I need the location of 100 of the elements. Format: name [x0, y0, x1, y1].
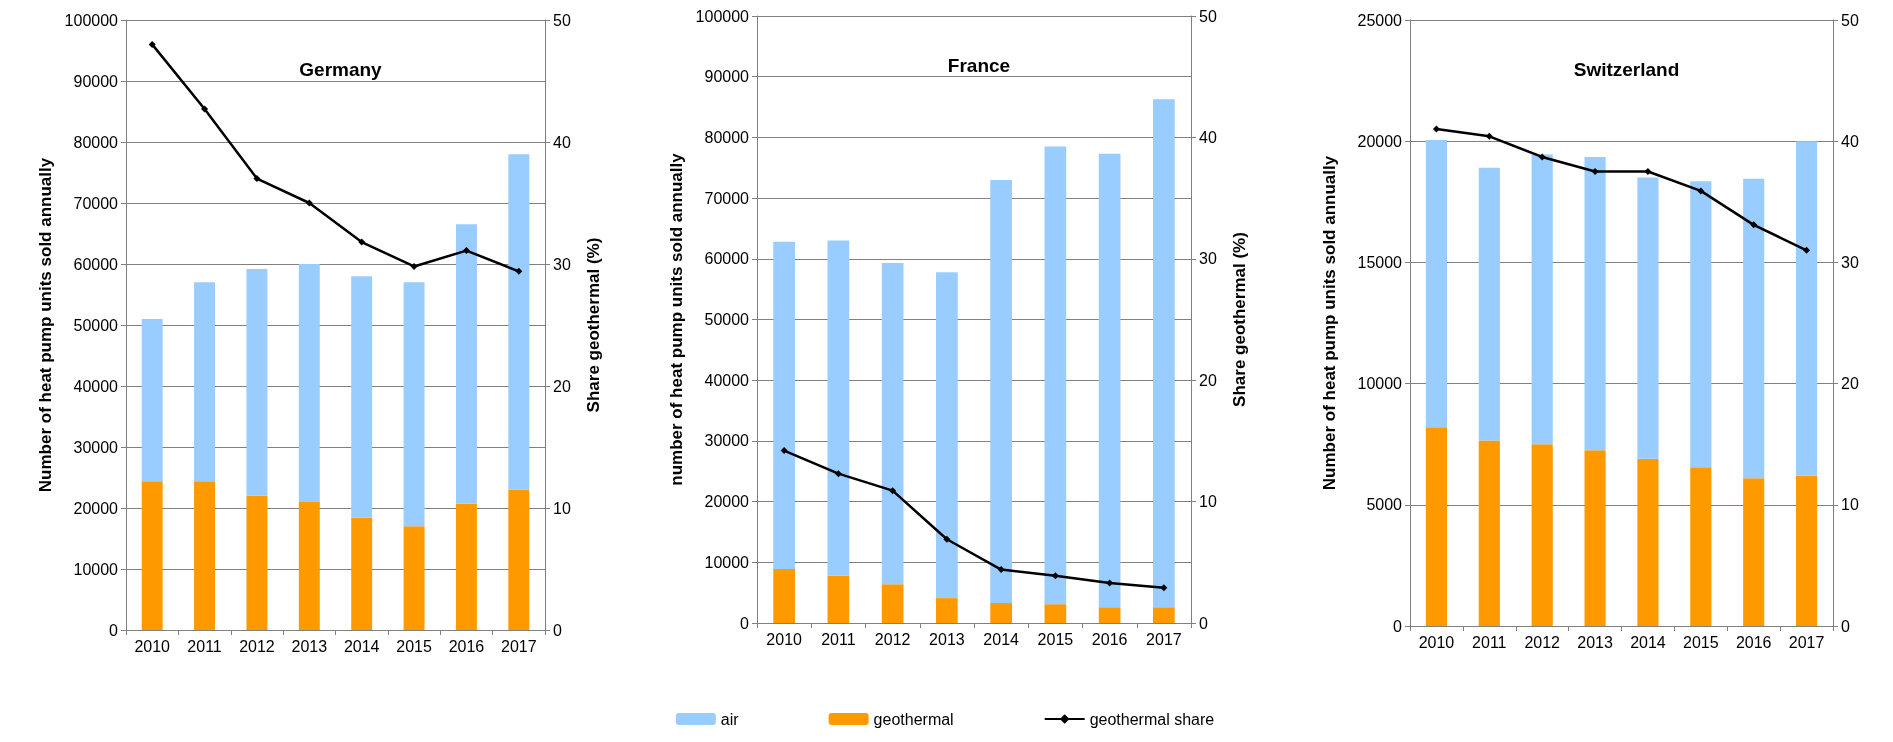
bar	[1044, 146, 1067, 605]
bar	[827, 575, 850, 623]
bar	[298, 501, 320, 630]
point	[1644, 168, 1652, 175]
x-tick-label: 2017	[501, 637, 537, 655]
x-tick-label: 2015	[1683, 633, 1719, 651]
x-tick-label: 2012	[1524, 633, 1561, 651]
y-axis-title: number of heat pump units sold annually	[666, 152, 686, 486]
y-tick-label: 80000	[73, 133, 119, 151]
point	[1432, 125, 1440, 133]
legend-label: geothermal	[873, 710, 954, 728]
bar	[194, 481, 216, 630]
x-tick-label: 2017	[1788, 633, 1825, 651]
y-tick-label: 10000	[1357, 375, 1403, 393]
y-tick-label: 0	[1393, 617, 1403, 635]
bar	[1478, 440, 1500, 626]
point	[515, 267, 523, 275]
bar	[403, 282, 425, 527]
y2-tick-label: 0	[1841, 617, 1850, 635]
point	[943, 535, 951, 543]
bar	[141, 318, 163, 482]
bar	[455, 224, 477, 504]
bar	[1153, 607, 1175, 623]
y2-tick-label: 30	[1841, 253, 1859, 271]
y-tick-label: 20000	[1357, 132, 1403, 150]
y2-tick-label: 10	[1841, 496, 1859, 514]
text: Switzerland	[1573, 59, 1680, 80]
y-tick-label: 10000	[704, 553, 750, 571]
y2-tick-label: 10	[553, 499, 571, 517]
bar	[246, 268, 268, 496]
bar	[1478, 167, 1500, 441]
bar	[1584, 156, 1606, 451]
y2-tick-label: 50	[1199, 7, 1217, 25]
bar	[827, 240, 850, 576]
bar	[1584, 450, 1606, 626]
point	[148, 40, 156, 48]
bar	[990, 602, 1012, 623]
y-tick-label: 20000	[704, 493, 750, 511]
point	[462, 247, 470, 255]
y-tick-label: 20000	[73, 499, 119, 517]
y-tick-label: 25000	[1357, 11, 1403, 29]
y2-tick-label: 40	[553, 133, 571, 151]
bar	[351, 276, 373, 518]
bar	[1425, 139, 1448, 428]
x-tick-label: 2012	[874, 630, 911, 648]
point	[1051, 572, 1059, 580]
point	[1591, 168, 1599, 175]
y-tick-label: 0	[740, 614, 750, 632]
point	[1803, 246, 1811, 254]
bar	[1098, 153, 1121, 608]
x-tick-label: 2013	[929, 630, 965, 648]
text: Germany	[299, 59, 383, 80]
y-axis-title: Number of heat pump units sold annually	[35, 157, 55, 493]
point	[253, 175, 261, 183]
point	[1750, 221, 1758, 229]
y2-tick-label: 0	[553, 621, 562, 639]
point	[1538, 153, 1546, 161]
bar	[403, 526, 425, 630]
x-tick-label: 2010	[134, 637, 171, 655]
y-tick-label: 10000	[73, 560, 119, 578]
y2-tick-label: 30	[1199, 250, 1217, 268]
bar	[773, 568, 795, 623]
y2-tick-label: 40	[1841, 132, 1859, 150]
point	[305, 199, 313, 207]
y2-axis-title: Share geothermal (%)	[1230, 232, 1249, 407]
y-tick-label: 30000	[704, 432, 750, 450]
point	[201, 105, 209, 113]
bar	[455, 503, 477, 630]
bar	[351, 517, 373, 630]
y-tick-label: 90000	[704, 68, 750, 86]
bar	[1743, 478, 1765, 626]
x-tick-label: 2015	[396, 637, 432, 655]
bar	[881, 584, 904, 623]
x-tick-label: 2014	[983, 630, 1020, 648]
x-tick-label: 2013	[291, 637, 328, 655]
y-tick-label: 80000	[704, 128, 750, 146]
y2-tick-label: 10	[1199, 493, 1217, 511]
point	[358, 238, 366, 246]
bar	[1531, 154, 1553, 445]
point	[1697, 187, 1705, 195]
y2-tick-label: 50	[1841, 11, 1859, 29]
x-tick-label: 2017	[1146, 630, 1182, 648]
y-tick-label: 100000	[64, 11, 119, 29]
text: France	[947, 55, 1011, 76]
bar	[1690, 181, 1712, 468]
y2-tick-label: 20	[1199, 371, 1217, 389]
y2-tick-label: 20	[553, 377, 571, 395]
bar	[246, 495, 268, 630]
y2-tick-label: 50	[553, 11, 571, 29]
y-tick-label: 0	[109, 621, 119, 639]
bar	[508, 154, 530, 490]
y-tick-label: 70000	[73, 194, 119, 212]
bar	[936, 598, 958, 623]
bar	[990, 179, 1012, 603]
y-tick-label: 100000	[695, 7, 750, 25]
point	[997, 566, 1005, 574]
x-tick-label: 2011	[821, 630, 856, 648]
y2-axis-title: Share geothermal (%)	[584, 237, 603, 413]
bar	[1531, 444, 1553, 626]
bar	[773, 241, 795, 569]
